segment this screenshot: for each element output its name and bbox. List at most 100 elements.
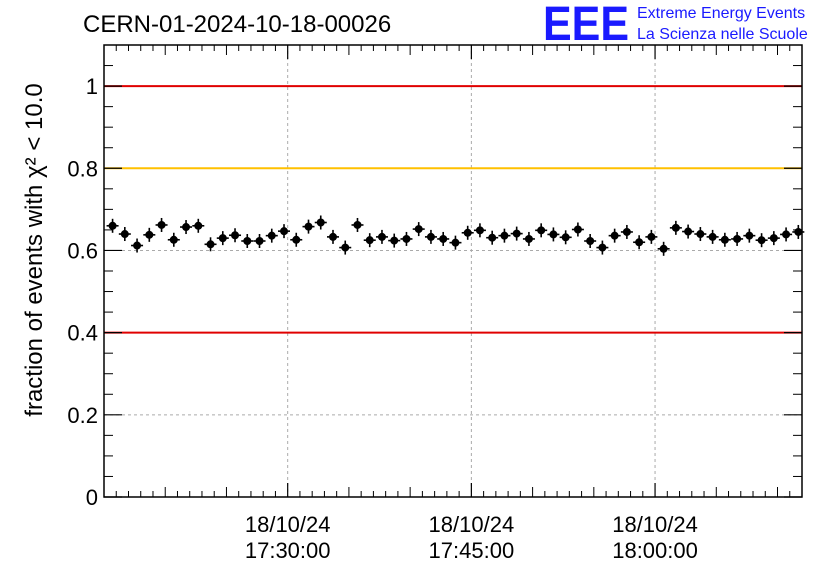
- data-point: [510, 226, 523, 241]
- data-point: [780, 227, 793, 242]
- data-point: [339, 240, 352, 255]
- data-marker: [414, 225, 423, 234]
- data-point: [424, 229, 437, 244]
- data-point: [522, 231, 535, 246]
- data-marker: [145, 230, 154, 239]
- data-marker: [708, 232, 717, 241]
- data-marker: [108, 221, 117, 230]
- data-point: [326, 229, 339, 244]
- data-marker: [635, 238, 644, 247]
- x-tick-time: 17:45:00: [429, 538, 515, 563]
- data-marker: [782, 230, 791, 239]
- plot-frame: [103, 44, 803, 498]
- data-point: [204, 237, 217, 252]
- data-marker: [341, 243, 350, 252]
- data-point: [155, 217, 168, 232]
- data-marker: [218, 234, 227, 243]
- data-marker: [524, 234, 533, 243]
- data-point: [363, 233, 376, 248]
- data-point: [620, 224, 633, 239]
- data-point: [216, 231, 229, 246]
- data-point: [547, 227, 560, 242]
- data-point: [180, 220, 193, 235]
- y-tick-label: 0.6: [67, 238, 98, 263]
- data-marker: [794, 227, 803, 236]
- data-marker: [353, 220, 362, 229]
- axes: 00.20.40.60.8118/10/2417:30:0018/10/2417…: [67, 44, 803, 563]
- x-tick-date: 18/10/24: [429, 512, 515, 537]
- data-point: [596, 240, 609, 255]
- data-point: [498, 228, 511, 243]
- data-marker: [328, 232, 337, 241]
- data-marker: [488, 233, 497, 242]
- data-marker: [231, 231, 240, 240]
- data-marker: [377, 232, 386, 241]
- x-tick-time: 18:00:00: [612, 538, 698, 563]
- data-points: [106, 215, 805, 256]
- y-tick-label: 0.4: [67, 321, 98, 346]
- data-marker: [182, 223, 191, 232]
- data-point: [608, 228, 621, 243]
- data-point: [278, 224, 291, 239]
- logo-line-2: La Scienza nelle Scuole: [637, 26, 808, 43]
- data-marker: [659, 244, 668, 253]
- data-marker: [586, 237, 595, 246]
- data-marker: [243, 237, 252, 246]
- data-point: [449, 235, 462, 250]
- data-marker: [475, 226, 484, 235]
- data-marker: [304, 222, 313, 231]
- x-tick-date: 18/10/24: [612, 512, 698, 537]
- data-point: [743, 228, 756, 243]
- data-point: [375, 229, 388, 244]
- y-tick-label: 1: [86, 74, 98, 99]
- data-marker: [280, 227, 289, 236]
- data-point: [718, 232, 731, 247]
- data-marker: [255, 237, 264, 246]
- data-marker: [537, 226, 546, 235]
- y-axis-label-text: fraction of events with χ² < 10.0: [21, 83, 48, 416]
- data-point: [388, 233, 401, 248]
- chart-title: CERN-01-2024-10-18-00026: [83, 11, 391, 38]
- data-point: [192, 218, 205, 233]
- data-marker: [696, 230, 705, 239]
- data-marker: [267, 231, 276, 240]
- data-point: [314, 215, 327, 230]
- data-marker: [733, 234, 742, 243]
- data-point: [437, 231, 450, 246]
- data-marker: [206, 240, 215, 249]
- data-marker: [463, 228, 472, 237]
- data-point: [706, 229, 719, 244]
- grid: [104, 45, 802, 497]
- x-tick-time: 17:30:00: [245, 538, 331, 563]
- data-point: [694, 227, 707, 242]
- data-point: [167, 232, 180, 247]
- data-marker: [573, 225, 582, 234]
- data-point: [633, 235, 646, 250]
- data-marker: [292, 235, 301, 244]
- data-marker: [610, 231, 619, 240]
- data-marker: [426, 232, 435, 241]
- data-marker: [684, 227, 693, 236]
- data-marker: [720, 235, 729, 244]
- data-point: [131, 238, 144, 253]
- reference-lines: [104, 85, 802, 334]
- data-marker: [316, 218, 325, 227]
- data-marker: [157, 220, 166, 229]
- data-marker: [561, 233, 570, 242]
- data-marker: [451, 238, 460, 247]
- data-marker: [133, 241, 142, 250]
- data-point: [290, 232, 303, 247]
- data-point: [461, 225, 474, 240]
- data-marker: [598, 243, 607, 252]
- x-tick-date: 18/10/24: [245, 512, 331, 537]
- y-axis-label: fraction of events with χ² < 10.0: [21, 83, 48, 416]
- data-marker: [745, 231, 754, 240]
- data-marker: [549, 230, 558, 239]
- data-point: [571, 222, 584, 237]
- data-point: [143, 227, 156, 242]
- y-tick-label: 0.8: [67, 156, 98, 181]
- data-marker: [402, 234, 411, 243]
- data-point: [584, 234, 597, 249]
- data-point: [731, 231, 744, 246]
